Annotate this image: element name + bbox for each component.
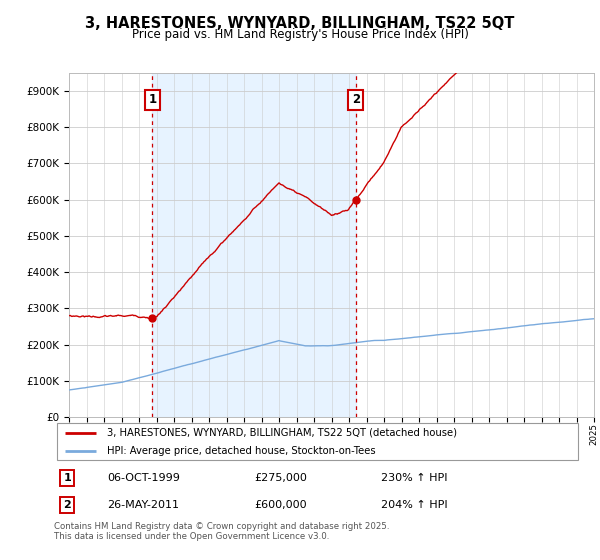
Text: £275,000: £275,000 bbox=[254, 473, 308, 483]
Text: 204% ↑ HPI: 204% ↑ HPI bbox=[382, 501, 448, 510]
Text: 1: 1 bbox=[148, 94, 157, 106]
Text: £600,000: £600,000 bbox=[254, 501, 307, 510]
Text: 06-OCT-1999: 06-OCT-1999 bbox=[107, 473, 179, 483]
FancyBboxPatch shape bbox=[56, 423, 578, 460]
Text: 3, HARESTONES, WYNYARD, BILLINGHAM, TS22 5QT (detached house): 3, HARESTONES, WYNYARD, BILLINGHAM, TS22… bbox=[107, 428, 457, 437]
Text: 2: 2 bbox=[64, 501, 71, 510]
Text: 2: 2 bbox=[352, 94, 360, 106]
Text: 230% ↑ HPI: 230% ↑ HPI bbox=[382, 473, 448, 483]
Text: 26-MAY-2011: 26-MAY-2011 bbox=[107, 501, 179, 510]
Bar bbox=[152, 73, 356, 417]
Text: HPI: Average price, detached house, Stockton-on-Tees: HPI: Average price, detached house, Stoc… bbox=[107, 446, 376, 456]
Text: Price paid vs. HM Land Registry's House Price Index (HPI): Price paid vs. HM Land Registry's House … bbox=[131, 28, 469, 41]
Text: Contains HM Land Registry data © Crown copyright and database right 2025.
This d: Contains HM Land Registry data © Crown c… bbox=[54, 522, 389, 542]
Text: 1: 1 bbox=[64, 473, 71, 483]
Text: 3, HARESTONES, WYNYARD, BILLINGHAM, TS22 5QT: 3, HARESTONES, WYNYARD, BILLINGHAM, TS22… bbox=[85, 16, 515, 31]
